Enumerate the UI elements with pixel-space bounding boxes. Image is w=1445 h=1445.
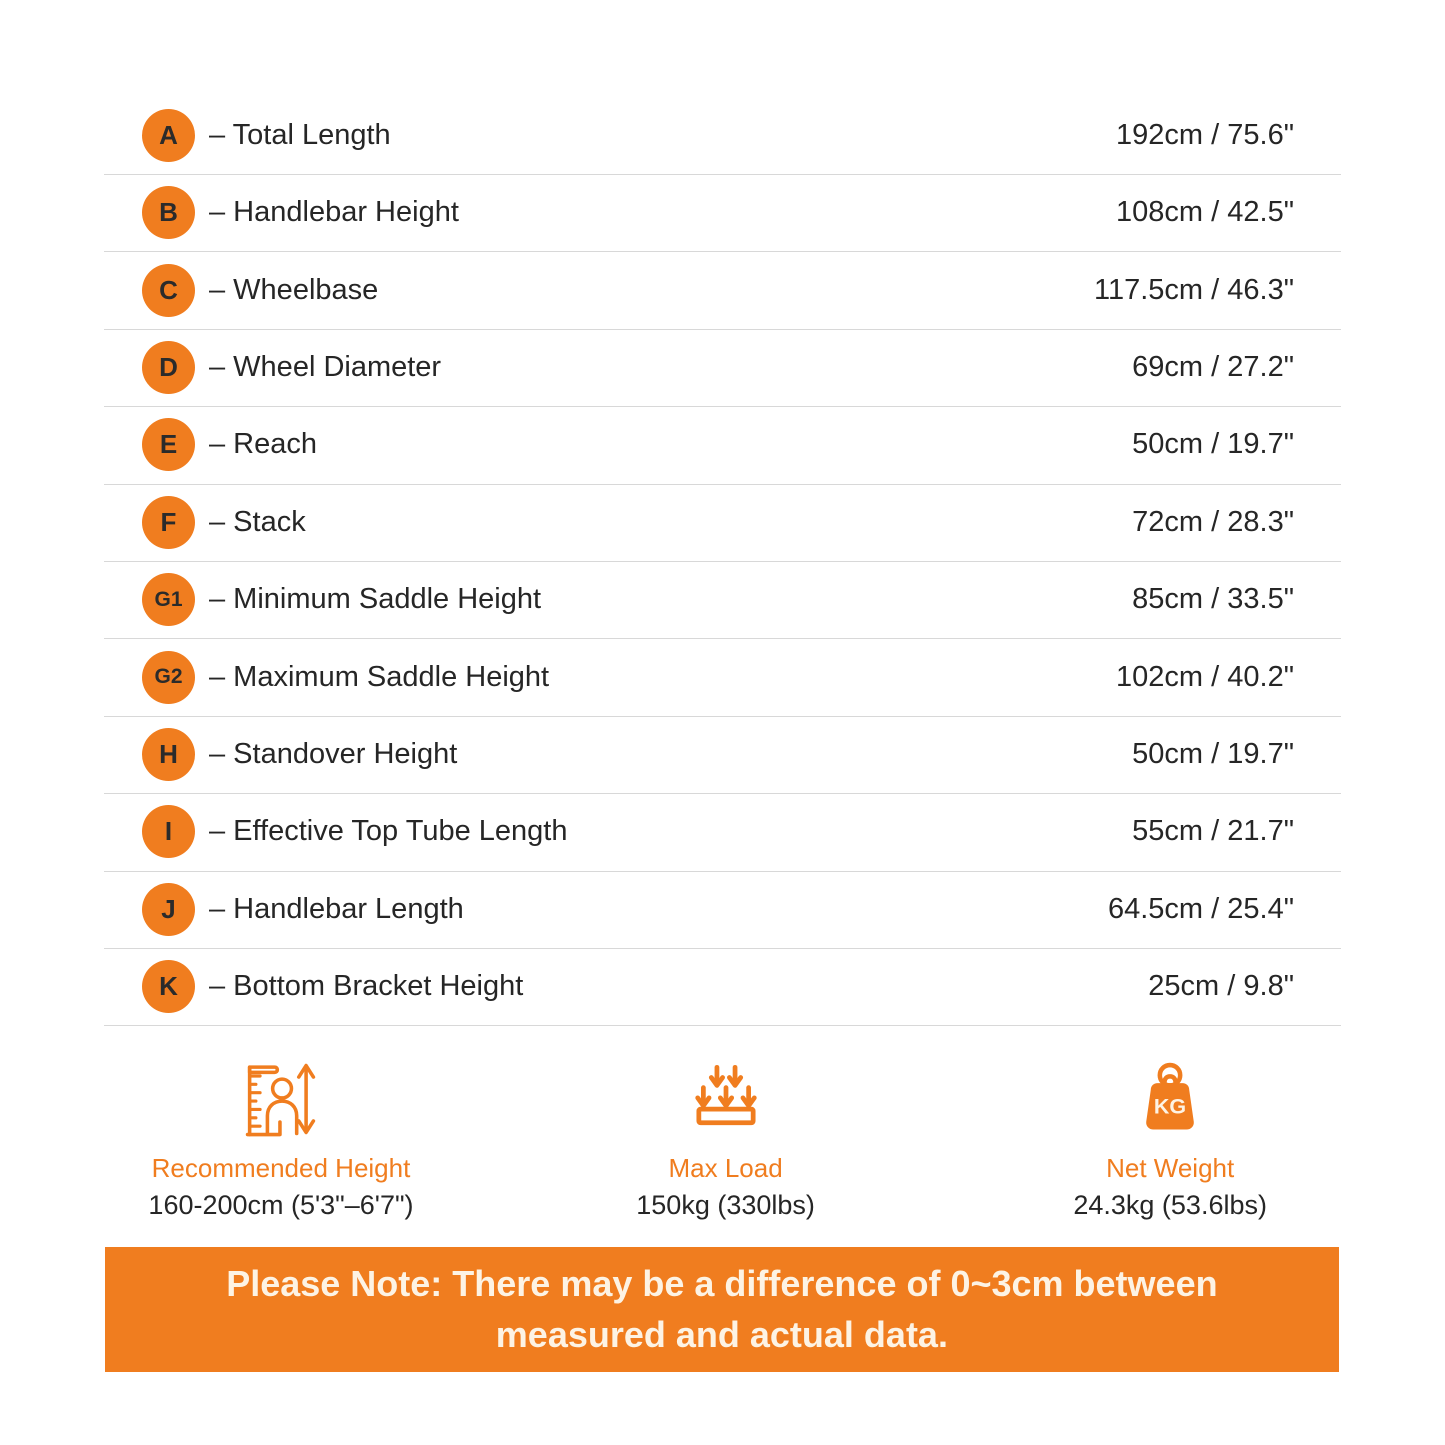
svg-text:KG: KG bbox=[1154, 1095, 1186, 1119]
